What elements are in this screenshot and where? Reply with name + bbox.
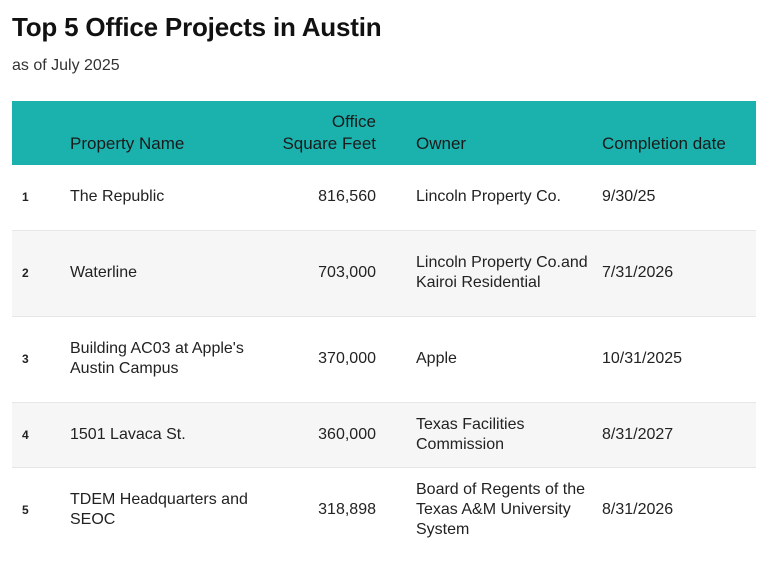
- row-completion-date: 8/31/2027: [602, 425, 674, 443]
- row-rank: 4: [22, 427, 29, 442]
- row-owner: Lincoln Property Co.and Kairoi Residenti…: [416, 254, 588, 291]
- row-property-name: The Republic: [70, 188, 165, 206]
- header-row: Property Name Office Square Feet Owner C…: [12, 101, 756, 165]
- row-owner: Board of Regents of the Texas A&M Univer…: [416, 481, 585, 539]
- header-gap: [376, 101, 416, 165]
- table-body: 1 The Republic 816,560 Lincoln Property …: [12, 165, 756, 553]
- row-rank: 5: [22, 503, 29, 518]
- row-gap: [376, 165, 416, 230]
- row-owner: Apple: [416, 350, 457, 367]
- row-square-feet: 703,000: [318, 264, 376, 281]
- header-owner: Owner: [416, 134, 467, 153]
- row-completion-date: 7/31/2026: [602, 264, 674, 281]
- row-square-feet: 370,000: [318, 350, 376, 367]
- table-row: 3 Building AC03 at Apple's Austin Campus…: [12, 316, 756, 402]
- header-property-name: Property Name: [70, 134, 185, 153]
- row-rank: 3: [22, 352, 29, 366]
- table-row: 2 Waterline 703,000 Lincoln Property Co.…: [12, 230, 756, 316]
- row-property-name: Waterline: [70, 264, 137, 281]
- row-property-name: TDEM Headquarters and SEOC: [70, 491, 248, 529]
- table-row: 1 The Republic 816,560 Lincoln Property …: [12, 165, 756, 230]
- row-gap: [376, 230, 416, 316]
- page-title: Top 5 Office Projects in Austin: [12, 12, 382, 42]
- row-square-feet: 360,000: [318, 425, 376, 443]
- header-rank: [12, 101, 70, 165]
- projects-table: Property Name Office Square Feet Owner C…: [12, 101, 756, 553]
- row-gap: [376, 467, 416, 553]
- table-header: Property Name Office Square Feet Owner C…: [12, 101, 756, 165]
- row-completion-date: 9/30/25: [602, 188, 656, 206]
- header-completion-date: Completion date: [602, 134, 726, 153]
- row-property-name: 1501 Lavaca St.: [70, 425, 186, 443]
- row-rank: 2: [22, 266, 29, 280]
- row-gap: [376, 402, 416, 467]
- row-rank: 1: [22, 190, 29, 205]
- row-square-feet: 318,898: [318, 501, 376, 519]
- table-row: 5 TDEM Headquarters and SEOC 318,898 Boa…: [12, 467, 756, 553]
- row-property-name: Building AC03 at Apple's Austin Campus: [70, 340, 244, 377]
- header-sqft-line2: Square Feet: [282, 134, 376, 153]
- row-owner: Texas Facilities Commission: [416, 415, 525, 453]
- table-row: 4 1501 Lavaca St. 360,000 Texas Faciliti…: [12, 402, 756, 467]
- page-subtitle: as of July 2025: [12, 57, 120, 74]
- row-completion-date: 8/31/2026: [602, 501, 674, 519]
- row-square-feet: 816,560: [318, 188, 376, 206]
- row-completion-date: 10/31/2025: [602, 350, 683, 367]
- header-sqft-line1: Office: [331, 112, 376, 131]
- row-gap: [376, 316, 416, 402]
- header-office-square-feet: Office Square Feet: [248, 101, 376, 165]
- row-owner: Lincoln Property Co.: [416, 188, 561, 206]
